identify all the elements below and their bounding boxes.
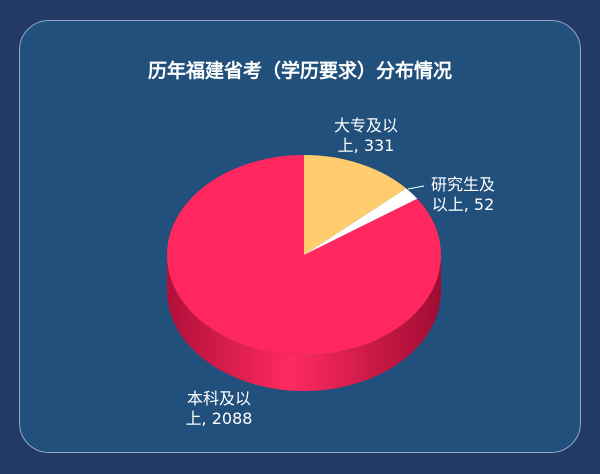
pie-side bbox=[167, 255, 441, 391]
data-label: 大专及以上, 331 bbox=[333, 116, 398, 155]
pie-slice bbox=[304, 155, 407, 255]
data-label: 研究生及以上, 52 bbox=[430, 175, 495, 214]
leader-line bbox=[407, 185, 425, 190]
chart-title: 历年福建省考（学历要求）分布情况 bbox=[147, 60, 452, 82]
pie-slice bbox=[304, 188, 418, 255]
pie-slice bbox=[167, 155, 441, 355]
data-label: 本科及以上, 2088 bbox=[185, 389, 253, 428]
